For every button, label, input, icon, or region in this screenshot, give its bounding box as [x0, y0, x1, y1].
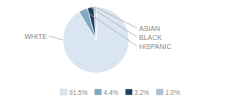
slice-label: WHITE	[24, 33, 47, 40]
legend-swatch	[94, 89, 101, 95]
chart: WHITE ASIAN BLACK HISPANIC 91.5% 4.4% 3.2% 1.0%	[0, 0, 240, 100]
legend: 91.5% 4.4% 3.2% 1.0%	[60, 89, 180, 96]
labels: WHITE ASIAN BLACK HISPANIC	[24, 7, 171, 49]
legend-swatch	[60, 89, 67, 95]
chart-container: WHITE ASIAN BLACK HISPANIC 91.5% 4.4% 3.2% 1.0%	[0, 0, 240, 100]
slice-label: BLACK	[139, 34, 162, 41]
legend-item: 3.2%	[125, 89, 149, 96]
legend-item: 4.4%	[94, 89, 118, 96]
pie-slice	[94, 7, 96, 40]
leader-line	[83, 10, 137, 46]
legend-swatch	[156, 89, 163, 95]
leader-line	[49, 36, 63, 40]
leader-line	[95, 7, 137, 28]
pie	[63, 7, 129, 73]
legend-label: 3.2%	[134, 89, 149, 96]
legend-item: 1.0%	[156, 89, 180, 96]
slice-label: ASIAN	[139, 25, 160, 32]
leader-line	[91, 7, 137, 37]
slice-label: HISPANIC	[139, 43, 172, 50]
legend-label: 91.5%	[69, 89, 88, 96]
legend-label: 1.0%	[165, 89, 180, 96]
legend-label: 4.4%	[103, 89, 118, 96]
pie-slice	[87, 7, 96, 40]
legend-item: 91.5%	[60, 89, 88, 96]
pie-slice	[63, 7, 129, 73]
legend-swatch	[125, 89, 132, 95]
